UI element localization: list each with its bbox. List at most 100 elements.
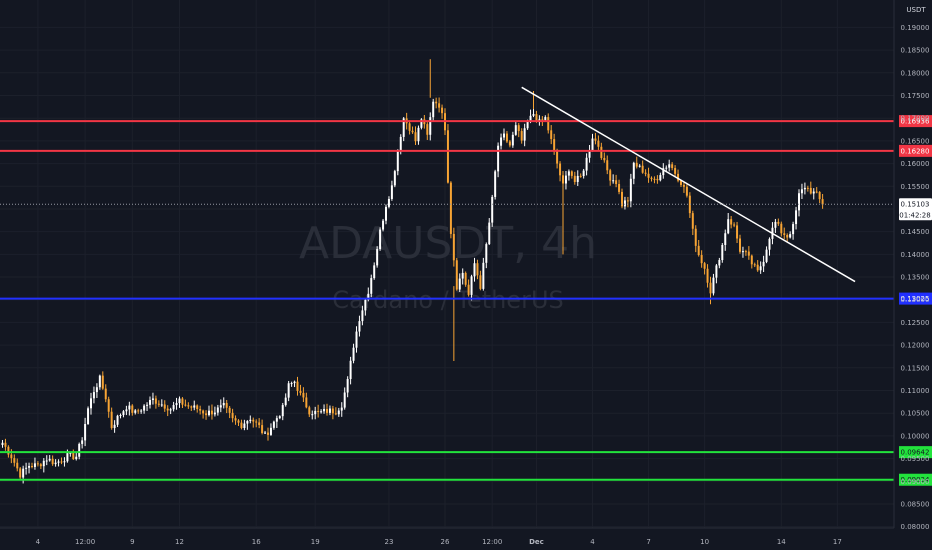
candle[interactable] bbox=[774, 218, 777, 233]
candle[interactable] bbox=[261, 419, 264, 435]
candle[interactable] bbox=[151, 392, 154, 405]
candle[interactable] bbox=[184, 399, 187, 407]
candle[interactable] bbox=[352, 343, 355, 364]
candle[interactable] bbox=[559, 161, 562, 182]
candle[interactable] bbox=[393, 169, 396, 188]
candle[interactable] bbox=[800, 183, 803, 199]
candle[interactable] bbox=[821, 193, 824, 209]
candle[interactable] bbox=[603, 152, 606, 163]
candle[interactable] bbox=[199, 405, 202, 415]
candle[interactable] bbox=[644, 169, 647, 177]
candle[interactable] bbox=[759, 261, 762, 274]
candle[interactable] bbox=[210, 404, 213, 420]
candle[interactable] bbox=[110, 407, 113, 430]
candle[interactable] bbox=[272, 420, 275, 430]
candle[interactable] bbox=[594, 132, 597, 145]
candle[interactable] bbox=[63, 457, 66, 467]
candle[interactable] bbox=[140, 409, 143, 414]
candle[interactable] bbox=[134, 409, 137, 415]
candle[interactable] bbox=[84, 417, 87, 447]
candle[interactable] bbox=[87, 406, 90, 425]
candle[interactable] bbox=[116, 414, 119, 428]
candle[interactable] bbox=[411, 126, 414, 134]
candle[interactable] bbox=[488, 218, 491, 246]
candle[interactable] bbox=[296, 376, 299, 396]
candle[interactable] bbox=[340, 402, 343, 417]
candle[interactable] bbox=[408, 120, 411, 135]
candle[interactable] bbox=[382, 218, 385, 232]
candle[interactable] bbox=[612, 174, 615, 184]
candle[interactable] bbox=[789, 231, 792, 239]
candle[interactable] bbox=[51, 455, 54, 466]
candle[interactable] bbox=[237, 419, 240, 426]
candle[interactable] bbox=[33, 457, 36, 470]
candle[interactable] bbox=[547, 113, 550, 134]
candle[interactable] bbox=[653, 176, 656, 184]
candle[interactable] bbox=[621, 188, 623, 209]
candle[interactable] bbox=[104, 384, 107, 403]
candle[interactable] bbox=[786, 233, 789, 243]
trendline-group[interactable] bbox=[521, 86, 856, 283]
candle[interactable] bbox=[385, 204, 387, 225]
candle[interactable] bbox=[293, 380, 296, 388]
candle[interactable] bbox=[42, 458, 45, 473]
candle[interactable] bbox=[517, 123, 520, 138]
candle[interactable] bbox=[438, 97, 441, 113]
candle[interactable] bbox=[45, 455, 48, 466]
candle[interactable] bbox=[446, 124, 449, 184]
candle[interactable] bbox=[682, 182, 685, 193]
candle[interactable] bbox=[449, 181, 452, 239]
candle[interactable] bbox=[181, 397, 184, 409]
candle[interactable] bbox=[326, 403, 328, 416]
candle[interactable] bbox=[57, 459, 60, 467]
candle[interactable] bbox=[166, 405, 169, 417]
candle[interactable] bbox=[54, 459, 57, 467]
candle[interactable] bbox=[317, 404, 320, 418]
candle[interactable] bbox=[623, 196, 626, 210]
candle[interactable] bbox=[314, 406, 317, 420]
candle[interactable] bbox=[756, 260, 759, 272]
candle[interactable] bbox=[579, 173, 582, 178]
candle[interactable] bbox=[290, 381, 293, 387]
candle[interactable] bbox=[750, 254, 753, 269]
candle[interactable] bbox=[736, 221, 739, 243]
candle[interactable] bbox=[278, 415, 281, 420]
candle[interactable] bbox=[95, 383, 98, 398]
candle[interactable] bbox=[697, 239, 700, 257]
candle[interactable] bbox=[479, 270, 482, 291]
candle[interactable] bbox=[157, 400, 160, 407]
candle[interactable] bbox=[514, 121, 517, 136]
candle[interactable] bbox=[508, 139, 511, 148]
candle[interactable] bbox=[75, 452, 78, 461]
candle[interactable] bbox=[591, 133, 594, 152]
candle[interactable] bbox=[712, 273, 715, 296]
candle[interactable] bbox=[635, 156, 638, 169]
candle[interactable] bbox=[482, 257, 485, 291]
candle[interactable] bbox=[523, 123, 526, 147]
candle[interactable] bbox=[727, 212, 730, 235]
candle[interactable] bbox=[455, 257, 458, 291]
candle[interactable] bbox=[500, 133, 503, 150]
candle[interactable] bbox=[691, 210, 694, 236]
candle[interactable] bbox=[573, 171, 576, 185]
candle[interactable] bbox=[452, 227, 455, 267]
candle[interactable] bbox=[4, 438, 7, 451]
candle[interactable] bbox=[435, 97, 438, 109]
candle[interactable] bbox=[668, 159, 671, 172]
candle[interactable] bbox=[128, 401, 131, 416]
candle[interactable] bbox=[172, 401, 175, 412]
candle[interactable] bbox=[246, 420, 249, 430]
candle[interactable] bbox=[119, 413, 122, 419]
candle[interactable] bbox=[641, 160, 644, 174]
candle[interactable] bbox=[798, 189, 800, 217]
candle[interactable] bbox=[308, 405, 311, 418]
candle[interactable] bbox=[741, 246, 744, 258]
candle[interactable] bbox=[582, 168, 585, 179]
trendline[interactable] bbox=[521, 86, 856, 283]
candle[interactable] bbox=[28, 462, 31, 474]
candle[interactable] bbox=[364, 298, 367, 316]
candle[interactable] bbox=[36, 461, 39, 467]
candle[interactable] bbox=[346, 376, 349, 398]
candle[interactable] bbox=[255, 419, 258, 428]
candle[interactable] bbox=[169, 407, 172, 415]
